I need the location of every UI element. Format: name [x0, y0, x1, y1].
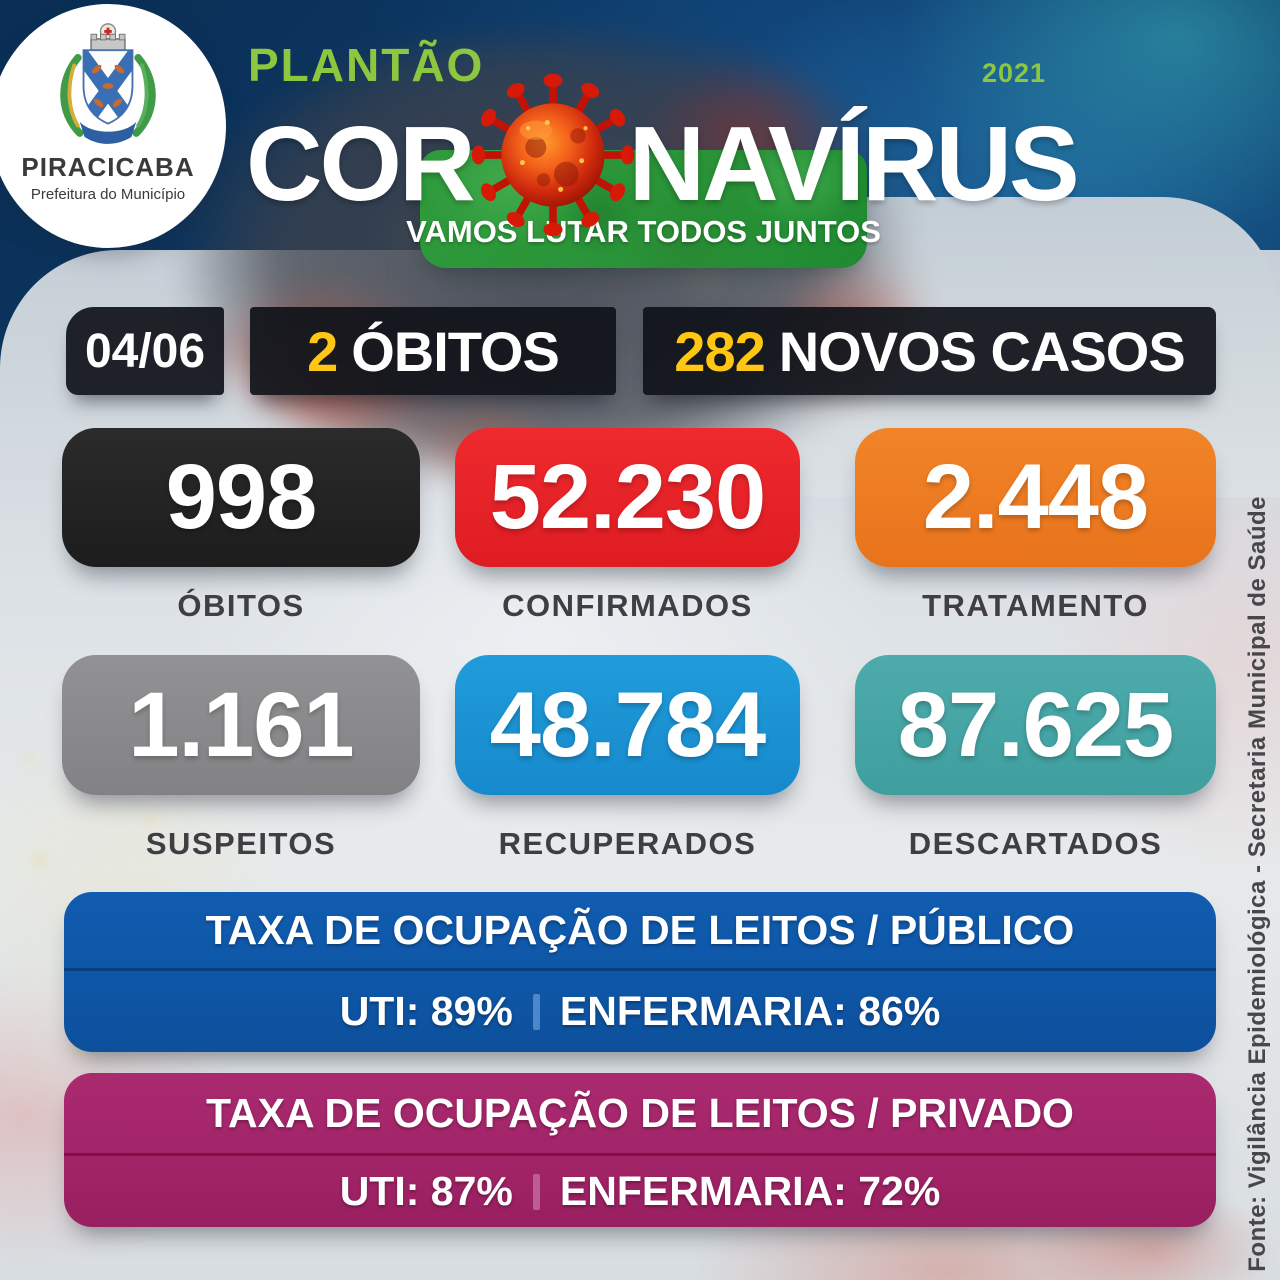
stat-value: 48.784	[489, 673, 766, 776]
slogan-banner: VAMOS LUTAR TODOS JUNTOS	[406, 150, 881, 268]
stat-card-obitos: 998	[62, 428, 420, 567]
stat-card-suspeitos: 1.161	[62, 655, 420, 795]
stat-label-tratamento: TRATAMENTO	[922, 588, 1149, 623]
occupancy-private-values: UTI: 87% ENFERMARIA: 72%	[64, 1156, 1216, 1227]
uti-value: UTI: 87%	[339, 1168, 513, 1214]
occupancy-private-bar: TAXA DE OCUPAÇÃO DE LEITOS / PRIVADO UTI…	[64, 1073, 1216, 1227]
new-cases-label: NOVOS CASOS	[778, 319, 1186, 383]
daily-summary-bar: 04/06 2 ÓBITOS 282 NOVOS CASOS	[66, 307, 1216, 395]
stat-label-descartados: DESCARTADOS	[908, 826, 1163, 861]
source-credit: Fonte: Vigilância Epidemiológica - Secre…	[1244, 496, 1271, 1272]
occupancy-public-title: TAXA DE OCUPAÇÃO DE LEITOS / PÚBLICO	[205, 906, 1075, 953]
stat-value: 998	[165, 446, 317, 548]
stat-label-confirmados: CONFIRMADOS	[502, 588, 753, 623]
stat-value: 1.161	[128, 673, 354, 776]
stat-card-descartados: 87.625	[855, 655, 1216, 795]
value-separator	[532, 993, 540, 1030]
divider	[64, 968, 1216, 971]
city-logo-badge: PIRACICABA Prefeitura do Município	[0, 4, 226, 248]
kicker-plantao: PLANTÃO	[248, 39, 485, 91]
stat-value: 87.625	[897, 673, 1174, 776]
occupancy-public-values: UTI: 89% ENFERMARIA: 86%	[64, 971, 1216, 1052]
date-segment: 04/06	[66, 307, 224, 395]
stat-card-recuperados: 48.784	[455, 655, 800, 795]
uti-value: UTI: 89%	[339, 988, 513, 1034]
stat-card-confirmados: 52.230	[455, 428, 800, 567]
slogan-text: VAMOS LUTAR TODOS JUNTOS	[406, 214, 881, 249]
year-label: 2021	[982, 58, 1047, 88]
stat-value: 2.448	[922, 446, 1149, 548]
stat-value: 52.230	[489, 446, 766, 548]
stat-label-obitos: ÓBITOS	[177, 588, 305, 623]
date-value: 04/06	[84, 324, 206, 378]
occupancy-private-title: TAXA DE OCUPAÇÃO DE LEITOS / PRIVADO	[206, 1089, 1074, 1136]
deaths-label: ÓBITOS	[351, 319, 560, 383]
stat-label-suspeitos: SUSPEITOS	[145, 826, 337, 861]
deaths-segment: 2 ÓBITOS	[250, 307, 616, 395]
title-part-right: NAVÍRUS	[628, 104, 1080, 223]
title-part-left: COR	[246, 104, 476, 223]
occupancy-public-bar: TAXA DE OCUPAÇÃO DE LEITOS / PÚBLICO UTI…	[64, 892, 1216, 1052]
coat-of-arms-icon	[60, 23, 156, 144]
stat-card-tratamento: 2.448	[855, 428, 1216, 567]
page-title: COR	[246, 73, 1080, 244]
enfermaria-value: ENFERMARIA: 86%	[559, 988, 941, 1034]
new-cases-count: 282	[674, 319, 765, 383]
logo-city-name: PIRACICABA	[21, 152, 195, 182]
divider	[64, 1153, 1216, 1156]
enfermaria-value: ENFERMARIA: 72%	[559, 1168, 941, 1214]
value-separator	[532, 1173, 540, 1210]
new-cases-segment: 282 NOVOS CASOS	[643, 307, 1216, 395]
stat-label-recuperados: RECUPERADOS	[498, 826, 757, 861]
logo-subtitle: Prefeitura do Município	[30, 186, 186, 203]
deaths-count: 2	[307, 319, 338, 383]
coronavirus-icon	[471, 73, 634, 237]
